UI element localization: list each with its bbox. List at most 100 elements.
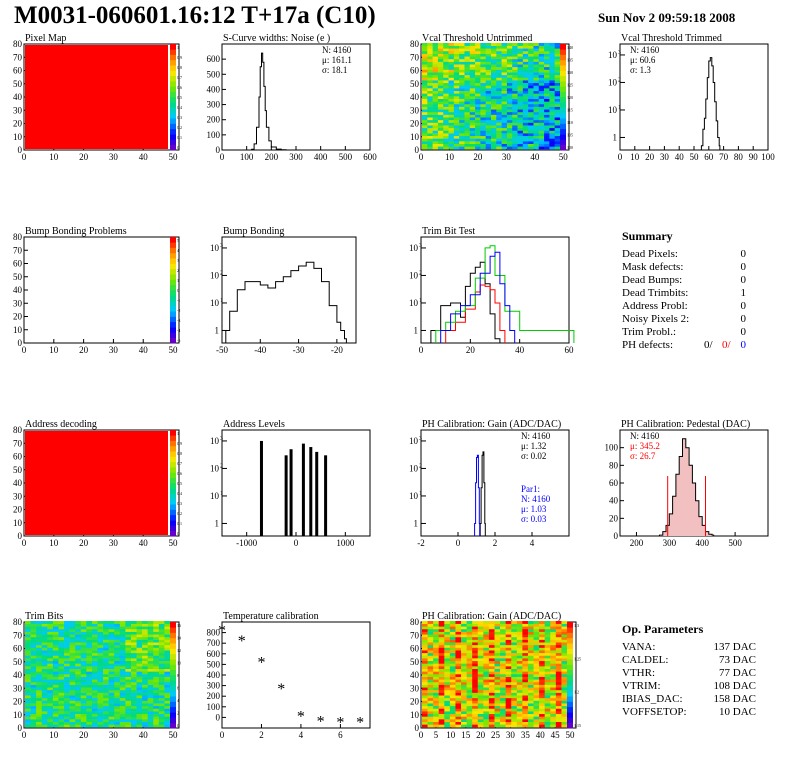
heatmap-cell	[550, 658, 557, 662]
palette-swatch	[170, 637, 176, 644]
heatmap-cell	[516, 660, 523, 664]
heatmap-cell	[472, 721, 479, 725]
heatmap-cell	[164, 621, 171, 624]
heatmap-cell	[527, 708, 534, 712]
heatmap-cell	[512, 146, 518, 150]
heatmap-cell	[142, 695, 148, 699]
heatmap-cell	[427, 117, 433, 121]
heatmap-cell	[438, 676, 445, 680]
heatmap-cell	[496, 80, 502, 84]
heatmap-cell	[433, 681, 440, 685]
heatmap-cell	[158, 639, 165, 643]
heatmap-cell	[459, 96, 465, 99]
heatmap-cell	[437, 130, 444, 134]
heatmap-cell	[453, 106, 460, 110]
heatmap-cell	[554, 90, 561, 94]
heatmap-cell	[36, 660, 43, 664]
heatmap-cell	[549, 93, 555, 97]
heatmap-cell	[64, 644, 70, 648]
heatmap-cell	[438, 708, 445, 712]
y-tick-exponent: 2	[419, 270, 422, 276]
heatmap-cell	[449, 681, 456, 685]
heatmap-cell	[437, 88, 444, 91]
heatmap-cell	[164, 634, 171, 638]
heatmap-cell	[443, 74, 449, 78]
heatmap-cell	[427, 85, 433, 89]
heatmap-cell	[443, 141, 449, 144]
heatmap-cell	[511, 721, 518, 725]
heatmap-cell	[114, 697, 121, 701]
heatmap-cell	[142, 621, 148, 624]
palette-swatch	[170, 337, 176, 344]
heatmap-cell	[448, 146, 455, 150]
heatmap-cell	[438, 716, 445, 720]
heatmap-cell	[539, 663, 545, 667]
palette-tick-label: -1	[177, 298, 180, 303]
heatmap-cell	[164, 719, 171, 722]
heatmap-cell	[448, 82, 455, 86]
heatmap-cell	[86, 639, 93, 643]
heatmap-cell	[91, 703, 98, 707]
heatmap-cell	[533, 708, 540, 712]
heatmap-cell	[472, 663, 479, 667]
heatmap-cell	[427, 697, 434, 701]
heatmap-cell	[164, 636, 171, 640]
heatmap-cell	[544, 634, 551, 638]
heatmap-cell	[496, 101, 502, 105]
heatmap-cell	[153, 621, 160, 624]
heatmap-cell	[41, 711, 48, 715]
heatmap-cell	[75, 647, 82, 651]
heatmap-cell	[432, 45, 439, 49]
heatmap-cell	[475, 117, 481, 121]
heatmap-cell	[147, 689, 154, 693]
palette-swatch	[170, 632, 176, 639]
heatmap-cell	[555, 666, 562, 669]
heatmap-cell	[505, 716, 512, 720]
heatmap-cell	[555, 628, 562, 632]
heatmap-cell	[516, 692, 523, 696]
palette-swatch	[170, 332, 176, 338]
heatmap-cell	[432, 69, 439, 73]
heatmap-cell	[97, 666, 104, 669]
heatmap-cell	[494, 674, 501, 677]
heatmap-cell	[448, 93, 455, 97]
heatmap-cell	[444, 628, 451, 632]
heatmap-cell	[480, 96, 486, 99]
heatmap-cell	[433, 674, 440, 677]
heatmap-cell	[108, 708, 115, 712]
heatmap-cell	[433, 724, 440, 728]
heatmap-cell	[483, 689, 490, 693]
heatmap-cell	[469, 122, 476, 126]
summary-row: Mask defects: 0	[622, 261, 746, 274]
heatmap-cell	[496, 48, 502, 52]
heatmap-cell	[488, 644, 495, 648]
heatmap-cell	[475, 138, 481, 142]
heatmap-cell	[52, 676, 59, 680]
heatmap-cell	[466, 666, 473, 669]
heatmap-cell	[103, 666, 109, 669]
heatmap-cell	[522, 138, 529, 142]
heatmap-cell	[25, 634, 31, 638]
heatmap-cell	[422, 56, 428, 60]
heatmap-cell	[466, 631, 473, 635]
heatmap-cell	[539, 668, 545, 672]
y-tick-label: 50	[410, 79, 420, 89]
heatmap-cell	[103, 647, 109, 651]
heatmap-cell	[461, 639, 467, 643]
heatmap-cell	[561, 631, 568, 635]
heatmap-cell	[561, 647, 568, 651]
heatmap-cell	[64, 621, 70, 624]
palette-swatch	[567, 685, 573, 692]
heatmap-cell	[427, 119, 433, 123]
heatmap-cell	[472, 660, 479, 664]
heatmap-cell	[52, 711, 59, 715]
heatmap-cell	[422, 106, 428, 110]
heatmap-cell	[561, 626, 568, 630]
heatmap-cell	[494, 655, 501, 659]
stat-text-par1: σ: 0.03	[521, 514, 547, 524]
heatmap-cell	[496, 125, 502, 129]
heatmap-cell	[119, 639, 126, 643]
heatmap-cell	[97, 676, 104, 680]
heatmap-cell	[130, 655, 137, 659]
y-tick-label: 500	[207, 69, 221, 79]
